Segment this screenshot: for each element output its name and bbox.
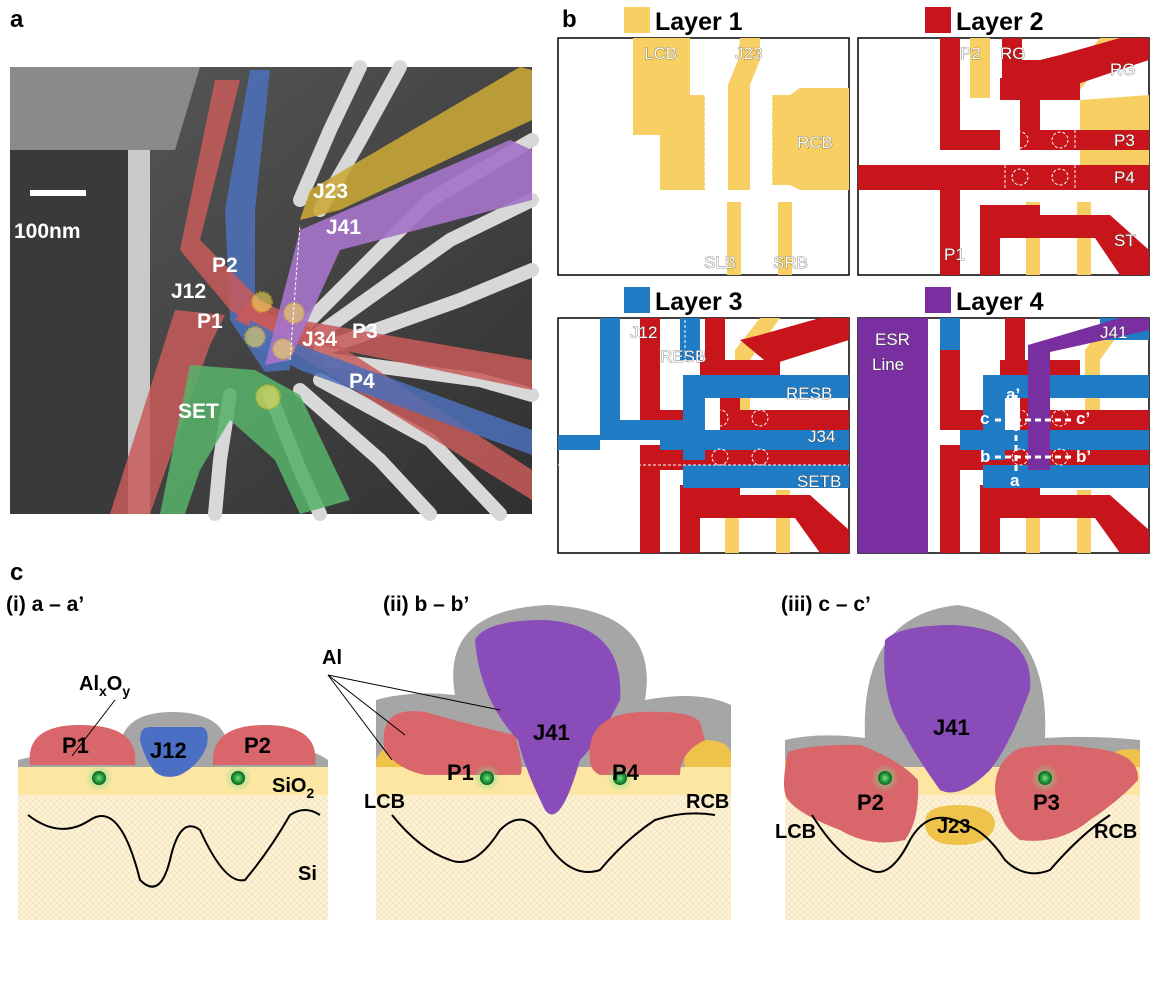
xs-iii-rcb: RCB [1094,821,1137,843]
sem-label-j34: J34 [302,328,337,351]
l2-label-st: ST [1114,231,1136,250]
l1-label-rcb: RCB [797,133,833,152]
xs-i-j12: J12 [150,738,187,763]
cross-section-i [18,699,328,920]
scale-bar-label: 100nm [14,220,81,243]
l4-label-a-prime: a’ [1006,385,1020,404]
l4-label-c: c [980,409,989,428]
l4-label-esr: ESR [875,330,910,349]
layer2-panel [857,37,1150,276]
xs-iii-p2: P2 [857,790,884,815]
layer4-panel [857,317,1150,554]
l4-label-line: Line [872,355,904,374]
l4-label-b-prime: b’ [1076,447,1091,466]
l2-label-p3: P3 [1114,131,1135,150]
l4-label-a: a [1010,471,1020,490]
sem-label-p2: P2 [212,254,238,277]
l4-label-c-prime: c’ [1076,409,1090,428]
layer4-swatch [925,287,951,313]
sem-label-p1: P1 [197,310,223,333]
cross-section-ii [327,605,731,920]
sem-label-j12: J12 [171,280,206,303]
l2-label-p2: P2 [960,44,981,63]
l3-label-j12: J12 [630,323,657,342]
xs-iii-j41: J41 [933,715,970,740]
xs-i-p2: P2 [244,733,271,758]
l3-label-resb-left: RESB [660,347,706,366]
xs-ii-p4: P4 [612,760,640,785]
layer3-swatch [624,287,650,313]
layer3-panel [557,317,850,554]
xs-ii-rcb: RCB [686,791,729,813]
xs-ii-p1: P1 [447,760,474,785]
layer1-panel [557,37,850,276]
xs-ii-j41: J41 [533,720,570,745]
sem-image [10,60,539,521]
l4-label-b: b [980,447,990,466]
sem-label-p3: P3 [352,320,378,343]
section-iii-title: (iii) c – c’ [781,593,871,616]
al-label: Al [322,647,342,669]
panel-b-letter: b [562,6,577,33]
sem-label-j41: J41 [326,216,361,239]
sio2-label: SiO2 [272,775,314,801]
l1-label-lcb: LCB [644,44,677,63]
layer1-swatch [624,7,650,33]
l3-label-resb-right: RESB [786,384,832,403]
si-label: Si [298,863,317,885]
panel-c-letter: c [10,559,23,586]
sem-label-set: SET [178,400,219,423]
l1-label-j23: J23 [735,44,762,63]
xs-i-p1: P1 [62,733,89,758]
xs-iii-j23: J23 [937,816,970,838]
layer4-title: Layer 4 [956,288,1044,316]
l1-label-slb: SLB [704,253,736,272]
panel-a-letter: a [10,6,24,33]
section-ii-title: (ii) b – b’ [383,593,469,616]
l2-label-p1: P1 [944,245,965,264]
xs-ii-lcb: LCB [364,791,405,813]
l1-label-srb: SRB [773,253,808,272]
layer2-swatch [925,7,951,33]
oxide-label: AlxOy [79,673,130,699]
xs-iii-p3: P3 [1033,790,1060,815]
l3-label-setb: SETB [797,472,841,491]
layer2-title: Layer 2 [956,8,1044,36]
l2-label-rg-top: RG [1000,44,1026,63]
section-i-title: (i) a – a’ [6,593,84,616]
xs-iii-lcb: LCB [775,821,816,843]
sem-label-p4: P4 [349,370,375,393]
sem-label-j23: J23 [313,180,348,203]
layer1-title: Layer 1 [655,8,743,36]
l2-label-rg-right: RG [1110,60,1136,79]
l4-label-j41: J41 [1100,323,1127,342]
l2-label-p4: P4 [1114,168,1135,187]
layer3-title: Layer 3 [655,288,743,316]
cross-section-iii [784,605,1140,920]
l3-label-j34: J34 [808,427,835,446]
